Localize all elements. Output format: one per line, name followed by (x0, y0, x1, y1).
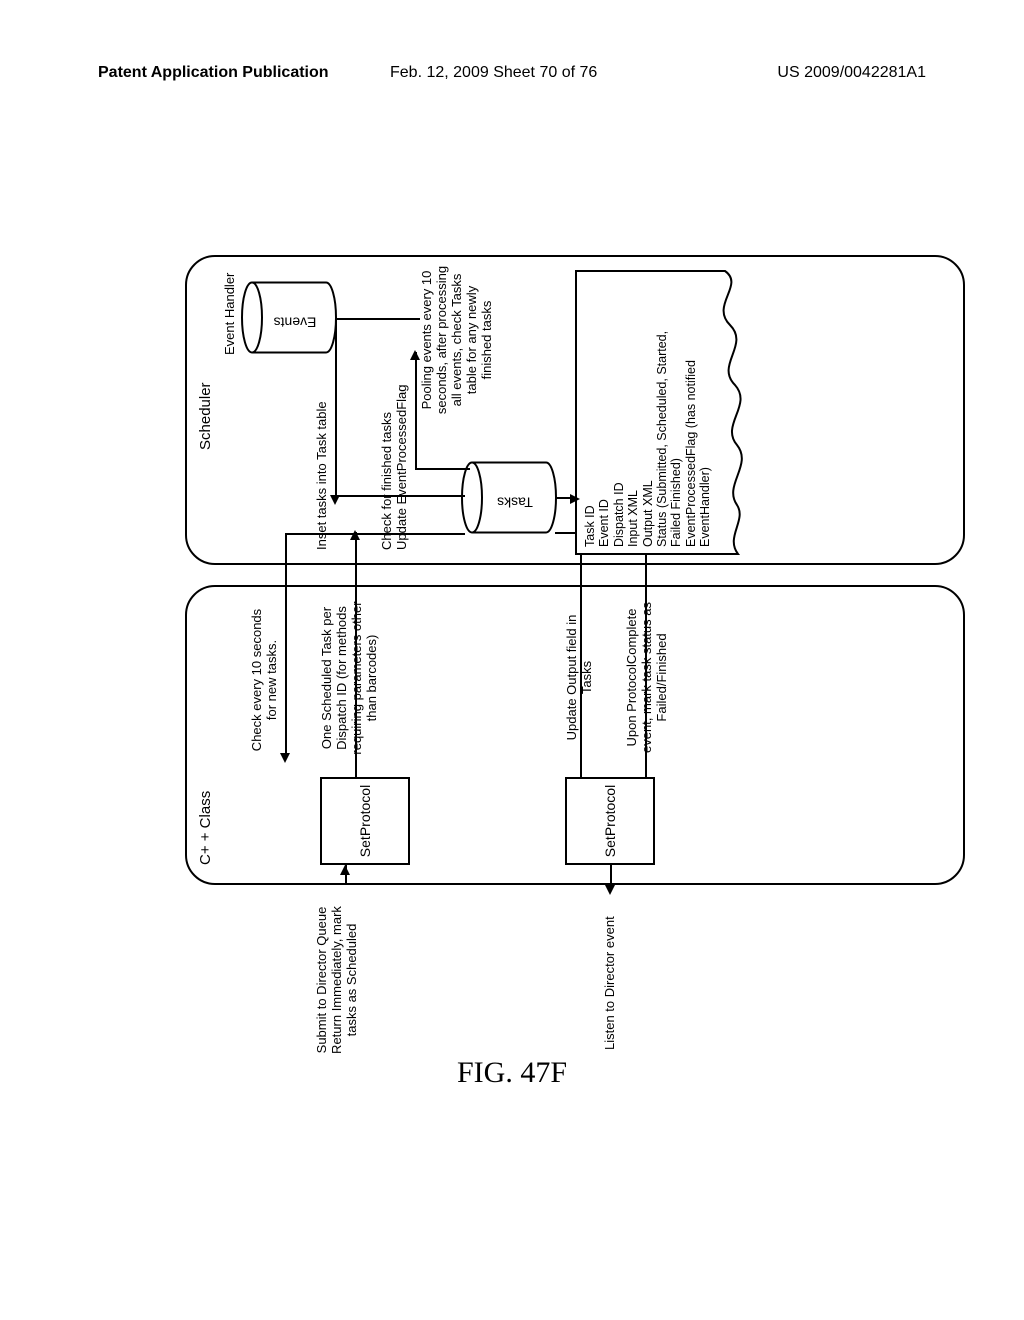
cpp-class-title: C+ + Class (197, 791, 214, 865)
insert-tasks-label: Inset tasks into Task table (315, 375, 330, 550)
pooling-label: Pooling events every 10 seconds, after p… (420, 255, 495, 425)
listen-director-label: Listen to Director event (603, 890, 618, 1050)
submit-director-label: Submit to Director Queue Return Immediat… (315, 890, 360, 1070)
one-scheduled-label: One Scheduled Task per Dispatch ID (for … (320, 589, 380, 767)
tasks-cyl-label: Tasks (497, 495, 533, 511)
tasks-fields-label: Task ID Event ID Dispatch ID Input XML O… (583, 272, 712, 547)
check-finished-label: Check for finished tasks Update EventPro… (380, 360, 410, 550)
header-publication: Patent Application Publication (98, 64, 329, 82)
event-handler-label: Event Handler (223, 255, 238, 355)
header-date-sheet: Feb. 12, 2009 Sheet 70 of 76 (390, 64, 597, 82)
upon-complete-label: Upon ProtocolComplete event, mark task s… (625, 590, 670, 765)
tasks-cylinder: Tasks (460, 460, 560, 535)
scheduler-title: Scheduler (197, 382, 214, 450)
set-protocol-box-2: SetProtocol (565, 777, 655, 865)
events-cyl-label: Events (274, 315, 317, 331)
figure-caption: FIG. 47F (457, 1056, 567, 1090)
events-cylinder: Events (240, 280, 340, 355)
set-protocol-box-1: SetProtocol (320, 777, 410, 865)
check-10s-label: Check every 10 seconds for new tasks. (250, 595, 280, 765)
architecture-diagram: C+ + Class Scheduler SetProtocol SetProt… (185, 255, 965, 885)
header-pub-number: US 2009/0042281A1 (777, 64, 926, 82)
